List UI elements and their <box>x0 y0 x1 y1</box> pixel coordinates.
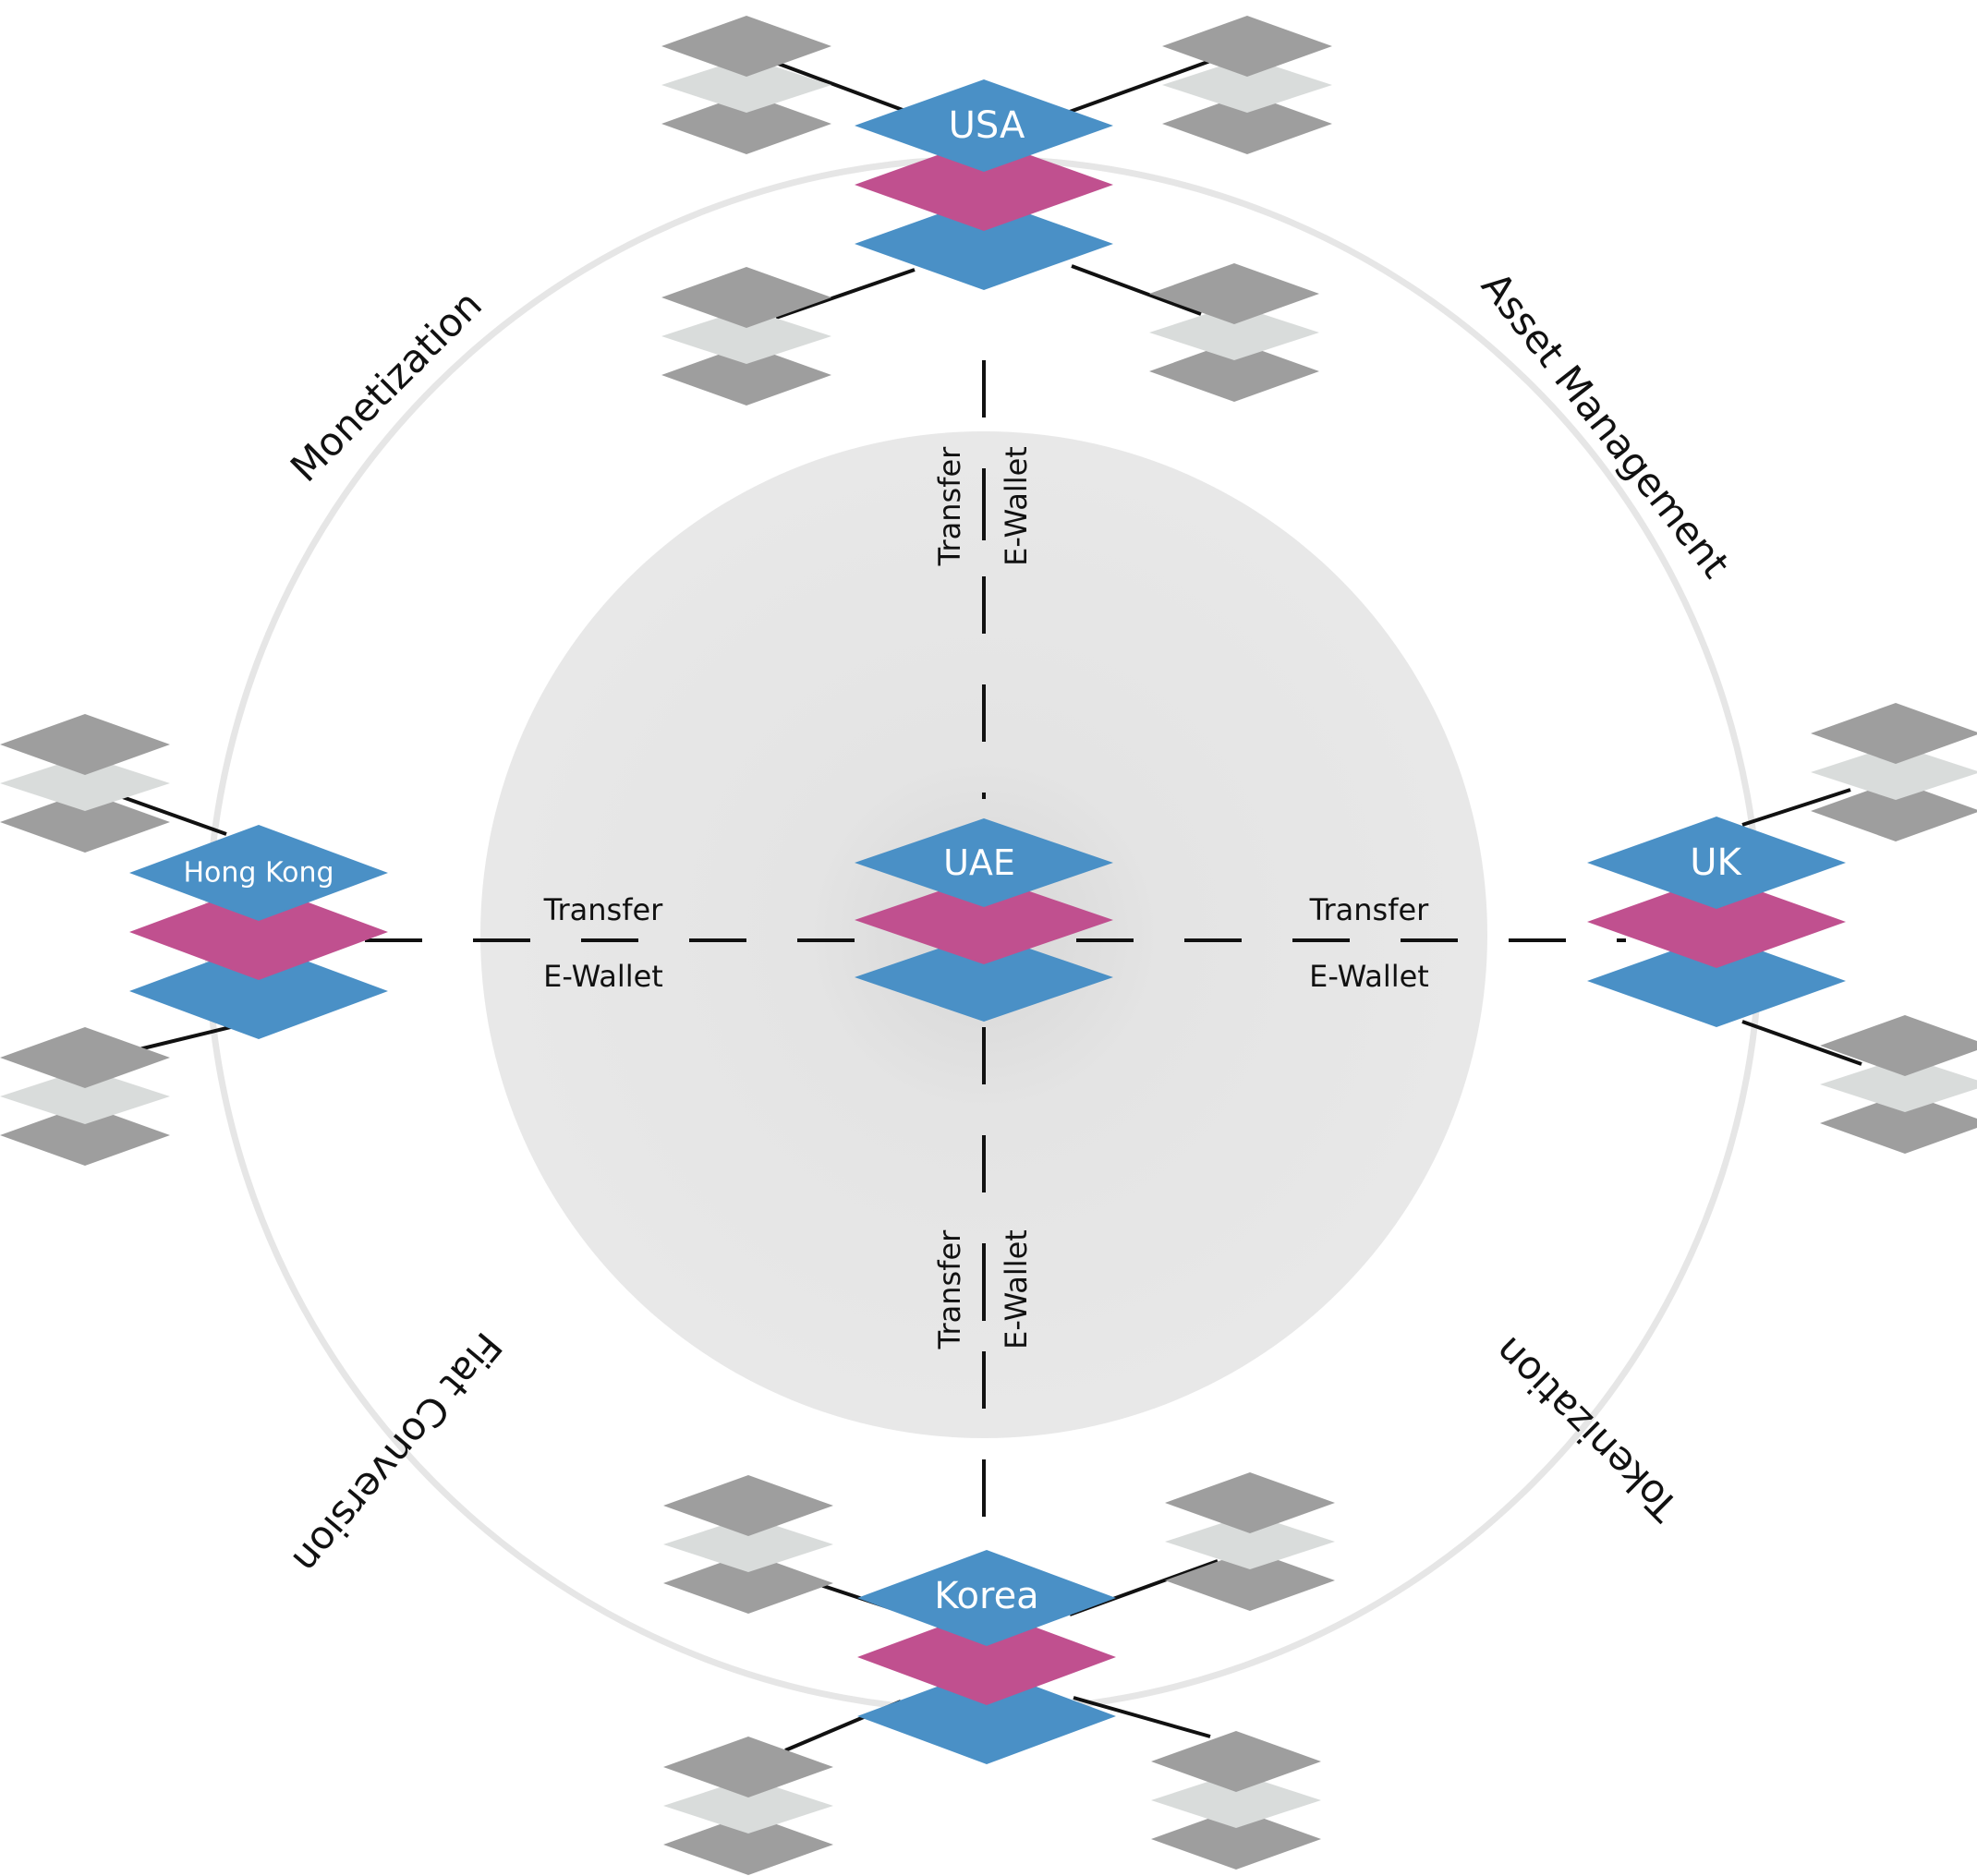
satellite-uk-ne-layer-bottom <box>1811 781 1977 841</box>
country-hubs <box>129 79 1846 1764</box>
hub-hong-kong-layer-middle <box>129 884 388 980</box>
hub-hong-kong-layer-bottom <box>129 943 388 1039</box>
hub-usa-layer-bottom <box>855 198 1113 290</box>
tether-usa-nw <box>775 61 911 115</box>
satellite-uk-se-layer-bottom <box>1820 1093 1977 1154</box>
satellite-usa-nw-layer-middle <box>661 57 831 113</box>
satellite-hk-sw-layer-top <box>0 1027 170 1088</box>
satellite-usa-nw-layer-bottom <box>661 93 831 154</box>
node-label-usa: USA <box>949 104 1025 147</box>
satellite-uk-se-layer-top <box>1820 1015 1977 1076</box>
ring-label-monetization: Monetization <box>282 282 491 490</box>
hub-uae-layer-top <box>855 818 1113 907</box>
hub-usa-layer-middle <box>855 139 1113 231</box>
link-left-transfer: Transfer <box>543 892 664 927</box>
node-label-uae: UAE <box>943 842 1015 883</box>
satellite-korea-nw-layer-middle <box>663 1517 833 1572</box>
tether-hk-nw <box>119 794 227 836</box>
satellite-hk-sw-layer-bottom <box>0 1105 170 1166</box>
node-label-hong-kong: Hong Kong <box>183 857 334 890</box>
hub-uae-layer-bottom <box>855 933 1113 1022</box>
satellite-korea-sw-layer-top <box>663 1737 833 1797</box>
satellite-usa-se-layer-top <box>1149 263 1319 324</box>
satellite-korea-ne-layer-middle <box>1165 1514 1335 1569</box>
satellite-hk-nw-layer-middle <box>0 756 170 811</box>
tether-usa-ne <box>1066 59 1211 115</box>
link-bottom-transfer: Transfer <box>932 1229 967 1350</box>
link-bottom-ewallet: E-Wallet <box>999 1229 1034 1350</box>
link-top-ewallet: E-Wallet <box>999 446 1034 566</box>
satellite-usa-ne-layer-middle <box>1162 57 1332 113</box>
hub-uk-layer-middle <box>1587 876 1846 968</box>
satellite-hk-nw-layer-bottom <box>0 792 170 853</box>
satellite-usa-sw-layer-middle <box>661 309 831 364</box>
satellite-korea-sw-layer-middle <box>663 1778 833 1834</box>
ring-label-fiat-conversion: Fiat Conversion <box>284 1324 511 1582</box>
satellite-uk-se-layer-middle <box>1820 1057 1977 1112</box>
satellite-stacks <box>0 16 1977 1875</box>
satellite-usa-sw-layer-bottom <box>661 345 831 405</box>
hub-uae-layer-middle <box>855 876 1113 964</box>
satellite-korea-se-layer-bottom <box>1151 1809 1321 1870</box>
link-top-transfer: Transfer <box>932 446 967 567</box>
hub-hong-kong-layer-top <box>129 825 388 921</box>
satellite-usa-ne-layer-bottom <box>1162 93 1332 154</box>
satellite-korea-nw-layer-top <box>663 1475 833 1536</box>
satellite-usa-se-layer-middle <box>1149 305 1319 360</box>
tether-usa-sw <box>775 268 916 320</box>
satellite-uk-ne-layer-top <box>1811 703 1977 764</box>
satellite-usa-se-layer-bottom <box>1149 341 1319 402</box>
satellite-korea-se-layer-top <box>1151 1731 1321 1792</box>
satellite-korea-sw-layer-bottom <box>663 1814 833 1875</box>
link-right-transfer: Transfer <box>1309 892 1430 927</box>
satellite-hk-nw-layer-top <box>0 714 170 775</box>
satellite-korea-nw-layer-bottom <box>663 1553 833 1614</box>
hub-korea-layer-middle <box>857 1609 1116 1705</box>
satellite-usa-ne-layer-top <box>1162 16 1332 77</box>
hub-uk-layer-top <box>1587 817 1846 909</box>
tether-uk-ne <box>1741 788 1851 827</box>
tether-usa-se <box>1071 264 1202 316</box>
hub-korea-layer-bottom <box>857 1668 1116 1764</box>
satellite-uk-ne-layer-middle <box>1811 744 1977 800</box>
satellite-korea-se-layer-middle <box>1151 1773 1321 1828</box>
satellite-usa-nw-layer-top <box>661 16 831 77</box>
hub-usa-layer-top <box>855 79 1113 172</box>
satellite-korea-ne-layer-bottom <box>1165 1550 1335 1611</box>
link-right-ewallet: E-Wallet <box>1309 959 1429 994</box>
node-label-uk: UK <box>1690 841 1742 884</box>
tether-korea-se <box>1073 1696 1211 1738</box>
ring-label-asset-management: Asset Management <box>1473 263 1739 586</box>
node-label-korea: Korea <box>934 1575 1038 1617</box>
hub-korea-layer-top <box>857 1550 1116 1646</box>
tether-uk-se <box>1741 1020 1862 1066</box>
satellite-usa-sw-layer-top <box>661 267 831 328</box>
satellite-hk-sw-layer-middle <box>0 1069 170 1124</box>
hub-uk-layer-bottom <box>1587 935 1846 1027</box>
link-left-ewallet: E-Wallet <box>543 959 663 994</box>
satellite-korea-ne-layer-top <box>1165 1472 1335 1533</box>
